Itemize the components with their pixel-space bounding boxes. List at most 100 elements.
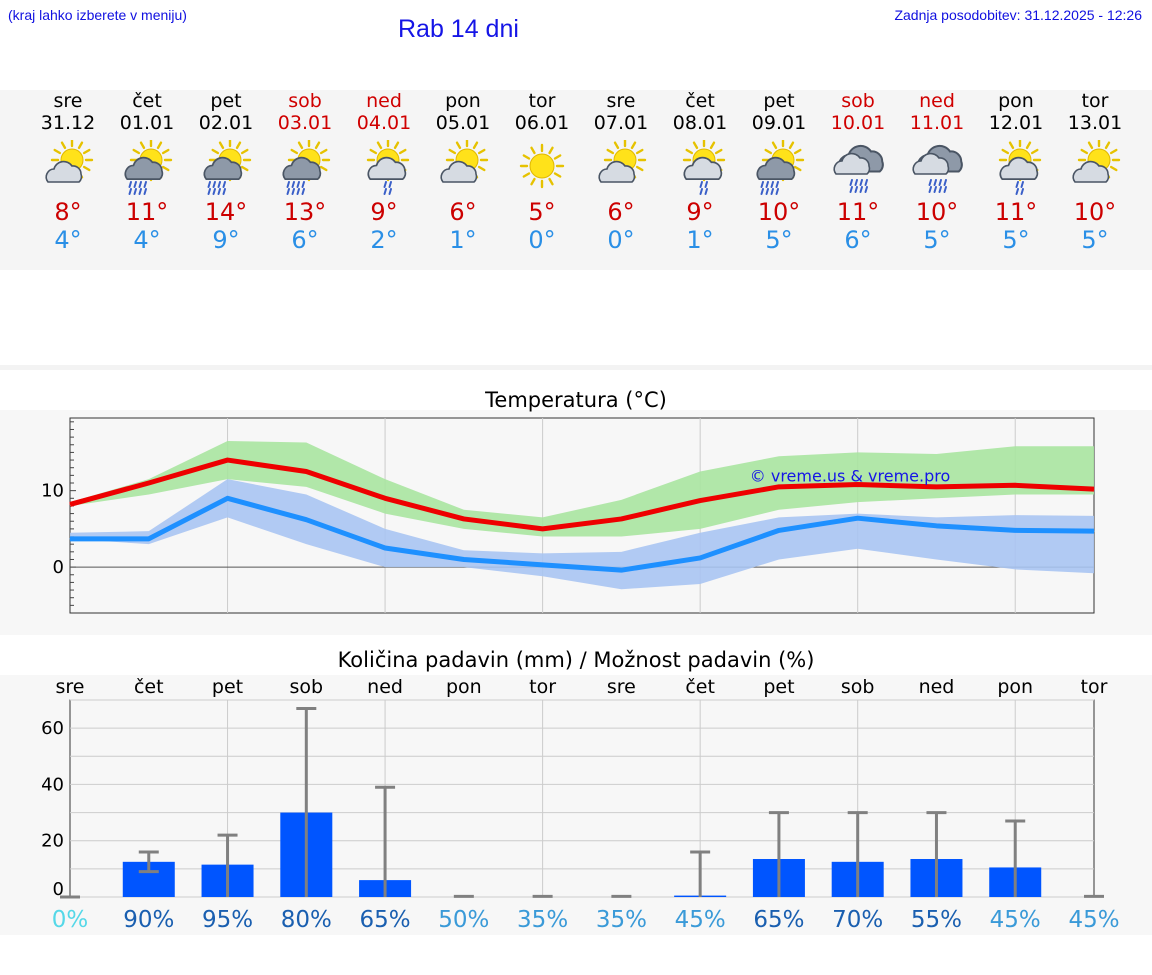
x-day-label: ned [919,676,955,698]
data-point [935,486,937,488]
day-name: ned [366,90,402,112]
rain-shape [207,181,226,195]
min-temperature-band [70,479,1094,590]
error-bar [768,811,789,897]
max-temperature: 5° [528,198,556,226]
sun-cloud-light-rain-icon [998,140,1042,195]
day-name: čet [132,90,162,112]
data-point [935,525,937,527]
day-name: sre [53,90,83,112]
day-column: sre 31.12 8° 4° [28,90,108,254]
temperature-chart-title: Temperatura (°C) [485,388,667,412]
temperature-chart: 0 10 © vreme.us & vreme.pro [41,417,1095,614]
day-name: pet [763,90,795,112]
min-temperature: 6° [844,226,872,254]
cloud-shape [598,160,636,183]
day-date: 12.01 [988,112,1044,134]
error-bar [926,811,947,897]
max-temperature: 9° [686,198,714,226]
precip-probability: 35% [596,907,647,933]
day-column: sob 03.01 13° 6° [265,90,345,254]
day-date: 04.01 [356,112,412,134]
max-temperature-band [70,440,1094,537]
data-point [857,517,859,519]
x-day-label: sob [290,676,324,698]
error-bar [611,894,632,898]
max-temperature: 6° [449,198,477,226]
day-name: sob [288,90,322,112]
day-name: čet [685,90,715,112]
min-temperature: 2° [370,226,398,254]
sun-cloud-light-rain-icon [682,140,726,195]
data-point [778,486,780,488]
x-day-label: tor [1081,676,1108,698]
error-bar [296,706,317,897]
min-temperature: 6° [291,226,319,254]
x-day-label: tor [529,676,556,698]
precip-probability: 80% [281,907,332,933]
cloud-shape [999,156,1039,180]
day-date: 06.01 [514,112,570,134]
precip-probability: 35% [517,907,568,933]
data-point [620,569,622,571]
rain-shape [286,181,305,195]
day-name: pet [210,90,242,112]
sun-shape [519,143,565,189]
day-name: ned [919,90,955,112]
day-date: 11.01 [909,112,965,134]
day-date: 09.01 [751,112,807,134]
rain-shape [928,179,947,193]
max-temperature: 11° [836,198,880,226]
min-temperature: 5° [923,226,951,254]
min-temperature: 9° [212,226,240,254]
cloud-shape [440,160,478,183]
data-point [778,529,780,531]
day-date: 10.01 [830,112,886,134]
data-point [1014,484,1016,486]
x-day-label: pet [763,676,794,698]
y-tick-label: 40 [41,774,64,795]
data-point [542,528,544,530]
precip-probability: 65% [360,907,411,933]
cloud-shape [683,156,723,180]
data-point [305,471,307,473]
day-column: tor 06.01 5° 0° [502,90,582,254]
data-point [699,500,701,502]
y-tick-label: 0 [53,879,64,900]
day-column: čet 08.01 9° 1° [660,90,740,254]
day-date: 05.01 [435,112,491,134]
watermark: © vreme.us & vreme.pro [750,466,951,485]
precip-probability: 65% [753,907,804,933]
precip-probability: 45% [675,907,726,933]
x-day-label: čet [685,676,715,698]
rain-shape [128,181,147,195]
max-temperature-line [69,457,1095,532]
sun-partly-cloudy-icon [598,140,647,183]
day-column: pet 09.01 10° 5° [739,90,819,254]
day-name: pon [998,90,1034,112]
sun-cloud-rain-icon [124,140,173,195]
data-point [384,547,386,549]
data-point [227,497,229,499]
max-temperature: 11° [994,198,1038,226]
y-tick-label: 0 [53,557,64,578]
x-day-label: pon [446,676,482,698]
data-point [1093,488,1095,490]
data-point [69,538,71,540]
day-date: 31.12 [40,112,96,134]
last-update: Zadnja posodobitev: 31.12.2025 - 12:26 [894,7,1142,23]
data-point [699,557,701,559]
min-temperature: 1° [449,226,477,254]
max-temperature: 14° [204,198,248,226]
page-title: Rab 14 dni [398,15,519,43]
data-point [69,503,71,505]
min-temperature: 4° [133,226,161,254]
location-hint: (kraj lahko izberete v meniju) [8,7,187,23]
day-name: tor [1081,90,1109,112]
max-temperature: 13° [283,198,327,226]
day-date: 07.01 [593,112,649,134]
precip-probability: 70% [832,907,883,933]
error-bar [453,894,474,898]
cloud-rain-icon [833,144,884,193]
max-temperature: 11° [125,198,169,226]
